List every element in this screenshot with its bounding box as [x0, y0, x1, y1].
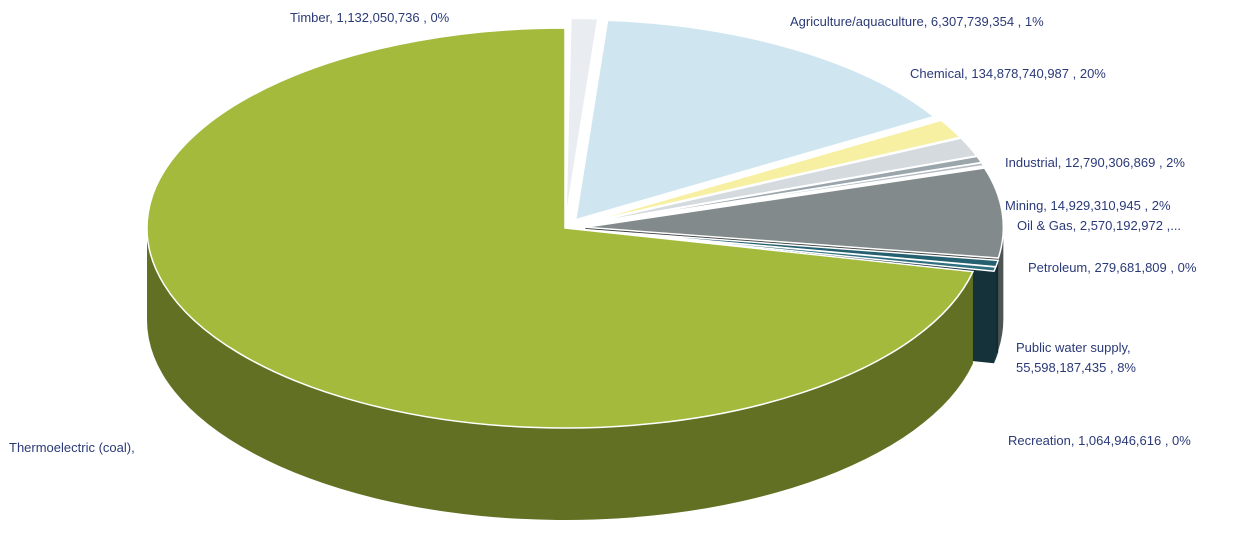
data-label-recreation: Recreation, 1,064,946,616 , 0% — [1008, 433, 1191, 448]
data-label-chemical: Chemical, 134,878,740,987 , 20% — [910, 66, 1106, 81]
data-label-timber: Timber, 1,132,050,736 , 0% — [290, 10, 450, 25]
pie-slice-timber — [584, 229, 997, 272]
data-label-agriculture-aquaculture: Agriculture/aquaculture, 6,307,739,354 ,… — [790, 14, 1044, 29]
pie-slice-public-water-supply — [585, 167, 1005, 259]
data-label-petroleum: Petroleum, 279,681,809 , 0% — [1028, 260, 1197, 275]
pie-side-thermoelectric-coal — [147, 228, 973, 521]
pie-slice-agriculture-aquaculture — [565, 17, 599, 219]
data-label-public-water-supply-line-2: 55,598,187,435 , 8% — [1016, 360, 1136, 375]
data-label-public-water-supply: Public water supply, 55,598,187,435 , 8% — [1016, 340, 1136, 375]
data-label-public-water-supply-line-1: Public water supply, — [1016, 340, 1131, 355]
data-label-oil-gas: Oil & Gas, 2,570,192,972 ,... — [1017, 218, 1181, 233]
pie-top-faces — [146, 17, 1005, 429]
data-label-mining: Mining, 14,929,310,945 , 2% — [1005, 198, 1171, 213]
pie-side-public-water-supply — [998, 227, 1004, 351]
pie-labels: Agriculture/aquaculture, 6,307,739,354 ,… — [9, 10, 1197, 455]
pie-slice-thermoelectric-coal — [146, 27, 975, 429]
data-label-thermoelectric-coal: Thermoelectric (coal), — [9, 440, 135, 455]
data-label-industrial: Industrial, 12,790,306,869 , 2% — [1005, 155, 1185, 170]
pie-slice-petroleum — [584, 161, 985, 226]
pie-slice-chemical — [574, 19, 936, 221]
pie-slice-industrial — [582, 119, 962, 225]
